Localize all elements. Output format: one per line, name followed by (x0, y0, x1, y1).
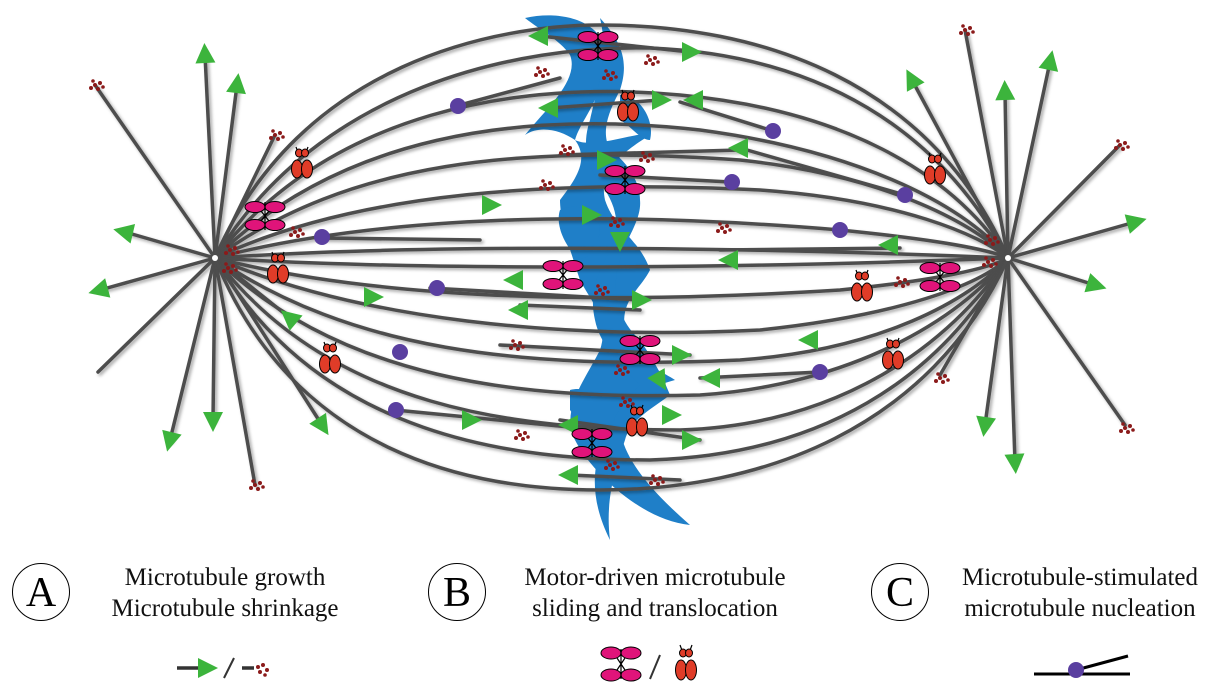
nucleators (314, 98, 913, 418)
right-pole (1005, 255, 1011, 261)
legend-b-text: Motor-driven microtubule sliding and tra… (495, 562, 815, 624)
legend-c-line-2: microtubule nucleation (964, 595, 1196, 622)
legend-a-line-1: Microtubule growth (124, 564, 326, 591)
legend-c-text: Microtubule-stimulated microtubule nucle… (935, 562, 1225, 624)
legend-c-letter: C (871, 563, 929, 621)
legend-b-line-2: sliding and translocation (532, 595, 778, 622)
legend-a-text: Microtubule growth Microtubule shrinkage (80, 562, 370, 624)
branching-nucleation-icon (1034, 654, 1130, 678)
legend-c-line-1: Microtubule-stimulated (961, 564, 1199, 591)
legend-b-line-1: Motor-driven microtubule (524, 564, 786, 591)
growth-shrinkage-icon (177, 657, 269, 679)
legend-b-letter: B (428, 563, 486, 621)
legend-a-letter: A (12, 563, 70, 621)
left-pole (212, 255, 218, 261)
kinesin-dynein-motor-icon (600, 644, 697, 682)
legend-a-line-2: Microtubule shrinkage (111, 595, 339, 622)
